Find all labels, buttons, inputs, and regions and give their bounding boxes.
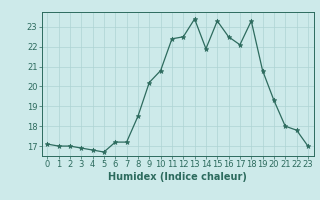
X-axis label: Humidex (Indice chaleur): Humidex (Indice chaleur) <box>108 172 247 182</box>
